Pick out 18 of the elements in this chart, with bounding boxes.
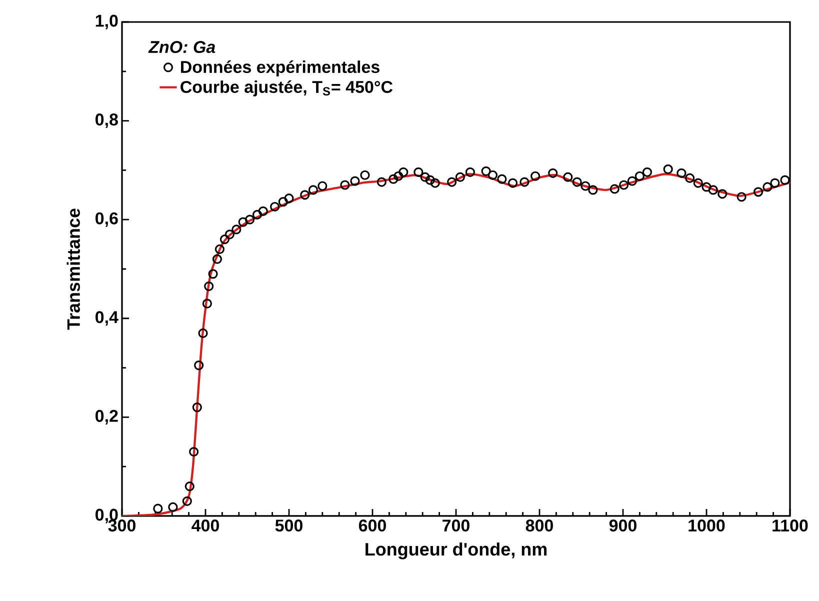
y-tick-label: 0,6	[96, 212, 118, 227]
x-axis-title: Longueur d'onde, nm	[366, 542, 547, 560]
y-tick-label: 0,4	[96, 311, 118, 326]
y-axis-title: Transmittance	[66, 208, 80, 330]
legend-label: Données expérimentales	[181, 60, 380, 76]
x-tick-label: 1000	[688, 520, 725, 532]
x-tick-label: 900	[609, 520, 636, 532]
y-tick-label: 0,2	[96, 410, 118, 424]
x-tick-label: 600	[358, 520, 386, 532]
legend-label: Courbe ajustée, T$_{S}$= 450°C	[180, 80, 393, 96]
y-tick-label: 0,8	[96, 114, 118, 128]
x-tick-label: 1100	[772, 520, 808, 532]
x-tick-label: 800	[526, 520, 553, 532]
x-tick-label: 400	[192, 520, 219, 532]
y-tick-label: 1,0	[96, 14, 118, 30]
x-tick-label: 500	[275, 520, 302, 532]
legend-title: ZnO: Ga	[148, 41, 216, 54]
x-tick-label: 700	[442, 520, 470, 532]
